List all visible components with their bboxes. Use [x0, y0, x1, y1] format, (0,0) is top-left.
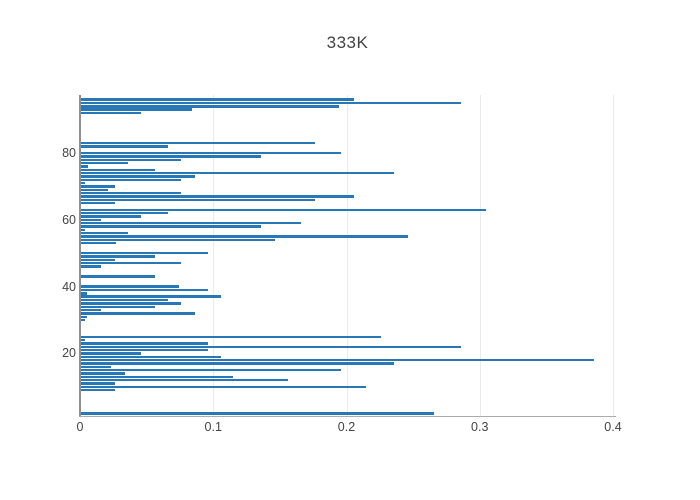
bar[interactable]	[80, 288, 208, 292]
bar[interactable]	[80, 258, 115, 262]
x-tick-label: 0	[76, 420, 84, 434]
bar[interactable]	[80, 238, 275, 242]
bar[interactable]	[80, 358, 595, 362]
bar[interactable]	[80, 348, 208, 352]
x-axis-line	[79, 416, 616, 417]
bar[interactable]	[80, 198, 315, 202]
bar[interactable]	[80, 101, 462, 105]
bar[interactable]	[80, 262, 182, 265]
bar[interactable]	[80, 185, 115, 188]
bar[interactable]	[80, 158, 182, 161]
y-axis-line	[79, 95, 81, 416]
bar[interactable]	[80, 228, 86, 232]
bar[interactable]	[80, 412, 435, 415]
bar[interactable]	[80, 305, 155, 308]
bar[interactable]	[80, 235, 408, 238]
chart-title: 333K	[326, 33, 369, 52]
bar[interactable]	[80, 141, 315, 145]
plot-area	[80, 95, 615, 416]
bar[interactable]	[80, 211, 168, 215]
y-tick-label: 20	[62, 346, 76, 361]
bar[interactable]	[80, 195, 355, 198]
bar[interactable]	[80, 355, 222, 358]
bar[interactable]	[80, 378, 288, 382]
bar[interactable]	[80, 342, 208, 345]
bar[interactable]	[80, 111, 142, 115]
x-gridline	[613, 95, 614, 416]
bar[interactable]	[80, 315, 87, 318]
bar[interactable]	[80, 252, 208, 255]
bar[interactable]	[80, 151, 342, 155]
bar[interactable]	[80, 382, 115, 385]
bar[interactable]	[80, 312, 195, 315]
bar[interactable]	[80, 375, 234, 379]
bar[interactable]	[80, 161, 128, 165]
bar[interactable]	[80, 362, 395, 365]
bar[interactable]	[80, 208, 487, 212]
bar[interactable]	[80, 275, 155, 278]
bar[interactable]	[80, 175, 195, 178]
y-tick-label: 80	[62, 146, 76, 161]
bar[interactable]	[80, 292, 87, 295]
bar[interactable]	[80, 165, 88, 168]
x-tick-label: 0.2	[337, 420, 356, 434]
bar[interactable]	[80, 191, 182, 195]
bar[interactable]	[80, 285, 179, 288]
bar[interactable]	[80, 372, 126, 375]
x-tick-label: 0.3	[471, 420, 489, 434]
bar[interactable]	[80, 318, 86, 322]
bar[interactable]	[80, 201, 115, 205]
x-tick-label: 0.1	[204, 420, 222, 434]
bar[interactable]	[80, 218, 102, 222]
bar[interactable]	[80, 308, 102, 312]
bar[interactable]	[80, 295, 222, 298]
bar[interactable]	[80, 155, 262, 158]
bar[interactable]	[80, 255, 155, 258]
bar[interactable]	[80, 188, 108, 191]
bar[interactable]	[80, 302, 182, 305]
bar[interactable]	[80, 385, 367, 389]
bar[interactable]	[80, 232, 128, 235]
bar[interactable]	[80, 98, 355, 101]
bar[interactable]	[80, 338, 86, 342]
x-gridline	[213, 95, 215, 416]
y-tick-label: 40	[62, 279, 76, 294]
x-gridline	[479, 95, 481, 416]
x-gridline	[346, 95, 348, 416]
bar[interactable]	[80, 215, 142, 218]
bar[interactable]	[80, 222, 302, 225]
bar[interactable]	[80, 178, 182, 181]
bar[interactable]	[80, 171, 395, 175]
bar[interactable]	[80, 389, 115, 392]
bar[interactable]	[80, 345, 462, 348]
x-tick-label: 0.4	[604, 420, 622, 434]
bar[interactable]	[80, 108, 192, 111]
y-tick-label: 60	[62, 212, 76, 227]
bar[interactable]	[80, 352, 142, 355]
bar[interactable]	[80, 365, 111, 369]
bar[interactable]	[80, 105, 339, 108]
bar[interactable]	[80, 265, 102, 268]
bar[interactable]	[80, 242, 116, 245]
bar[interactable]	[80, 225, 262, 228]
bar[interactable]	[80, 168, 155, 171]
bar[interactable]	[80, 145, 168, 148]
bar[interactable]	[80, 335, 382, 338]
bar[interactable]	[80, 181, 86, 185]
bar[interactable]	[80, 368, 342, 372]
bar[interactable]	[80, 298, 168, 302]
